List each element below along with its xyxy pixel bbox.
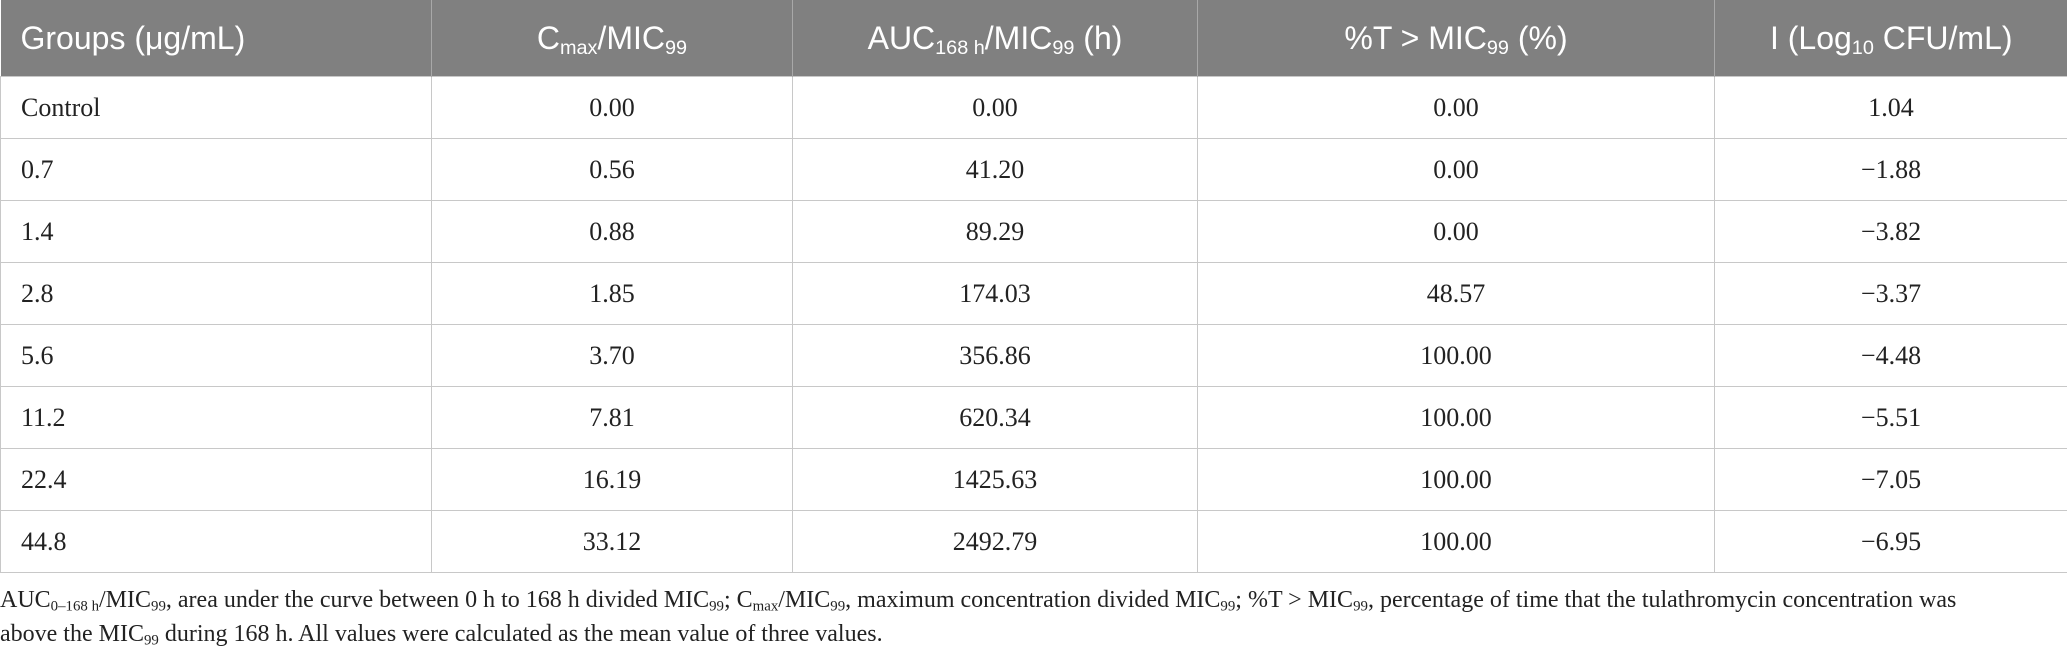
subscript: 99 xyxy=(1353,598,1368,615)
header-row: Groups (μg/mL) Cmax/MIC99 AUC168 h/MIC99 (… xyxy=(0,0,2067,77)
text-run: AUC xyxy=(867,19,936,56)
table-cell: 7.81 xyxy=(431,386,793,449)
text-run: ; %T > MIC xyxy=(1235,587,1354,613)
table-cell: −4.48 xyxy=(1714,324,2067,387)
table-cell: 89.29 xyxy=(792,200,1198,263)
table-cell: 0.00 xyxy=(1197,76,1715,139)
table-cell: 356.86 xyxy=(792,324,1198,387)
subscript: max xyxy=(560,36,598,59)
table-cell: 48.57 xyxy=(1197,262,1715,325)
table-cell: 174.03 xyxy=(792,262,1198,325)
table-cell: 2.8 xyxy=(0,262,432,325)
data-table: Groups (μg/mL) Cmax/MIC99 AUC168 h/MIC99 (… xyxy=(0,0,2067,573)
table-cell: 1425.63 xyxy=(792,448,1198,511)
table-cell: 620.34 xyxy=(792,386,1198,449)
table-cell: 1.4 xyxy=(0,200,432,263)
table-cell: −1.88 xyxy=(1714,138,2067,201)
text-run: /MIC xyxy=(778,587,831,613)
subscript: 10 xyxy=(1851,36,1874,59)
table-cell: 0.00 xyxy=(792,76,1198,139)
table-row: 2.8 1.85 174.03 48.57 −3.37 xyxy=(0,262,2067,325)
text-run: , maximum concentration divided MIC xyxy=(845,587,1221,613)
table-cell: −3.37 xyxy=(1714,262,2067,325)
table-row: 1.4 0.88 89.29 0.00 −3.82 xyxy=(0,200,2067,263)
table-cell: 1.85 xyxy=(431,262,793,325)
text-run: /MIC xyxy=(984,19,1053,56)
header-cell: %T > MIC99 (%) xyxy=(1197,0,1715,77)
text-run: /MIC xyxy=(597,19,666,56)
table-cell: 33.12 xyxy=(431,510,793,573)
table-cell: −7.05 xyxy=(1714,448,2067,511)
header-cell: Groups (μg/mL) xyxy=(0,0,432,77)
table-cell: 100.00 xyxy=(1197,510,1715,573)
table-cell: 100.00 xyxy=(1197,386,1715,449)
table-cell: 2492.79 xyxy=(792,510,1198,573)
text-run: Groups (μg/mL) xyxy=(20,19,246,56)
subscript: 0–168 h xyxy=(50,598,100,615)
table-row: Control 0.00 0.00 0.00 1.04 xyxy=(0,76,2067,139)
subscript: 99 xyxy=(709,598,724,615)
table-cell: 0.00 xyxy=(1197,138,1715,201)
subscript: 99 xyxy=(1220,598,1236,615)
table-cell: 100.00 xyxy=(1197,448,1715,511)
table-cell: −6.95 xyxy=(1714,510,2067,573)
text-run: during 168 h. All values were calculated… xyxy=(158,621,883,647)
text-run: CFU/mL) xyxy=(1873,19,2013,56)
text-run: /MIC xyxy=(99,587,152,613)
table-cell: 100.00 xyxy=(1197,324,1715,387)
text-run: , area under the curve between 0 h to 16… xyxy=(165,587,710,613)
text-run: AUC xyxy=(0,587,51,613)
text-run: , percentage of time that the tulathromy… xyxy=(0,587,1957,647)
text-run: (%) xyxy=(1508,19,1568,56)
subscript: 99 xyxy=(143,632,159,649)
table-cell: 41.20 xyxy=(792,138,1198,201)
header-cell: I (Log10 CFU/mL) xyxy=(1714,0,2067,77)
table-cell: −5.51 xyxy=(1714,386,2067,449)
table-cell: Control xyxy=(0,76,432,139)
table-cell: 0.88 xyxy=(431,200,793,263)
text-run: ; C xyxy=(723,587,753,613)
table-row: 0.7 0.56 41.20 0.00 −1.88 xyxy=(0,138,2067,201)
subscript: max xyxy=(752,598,779,615)
table-cell: 5.6 xyxy=(0,324,432,387)
table-cell: 11.2 xyxy=(0,386,432,449)
table-cell: 1.04 xyxy=(1714,76,2067,139)
table-cell: 22.4 xyxy=(0,448,432,511)
header-cell: Cmax/MIC99 xyxy=(431,0,793,77)
table-cell: 3.70 xyxy=(431,324,793,387)
subscript: 99 xyxy=(830,598,846,615)
table-cell: 16.19 xyxy=(431,448,793,511)
header-cell: AUC168 h/MIC99 (h) xyxy=(792,0,1198,77)
footnote: AUC0–168 h/MIC99, area under the curve b… xyxy=(0,583,2067,651)
table-cell: 0.56 xyxy=(431,138,793,201)
text-run: C xyxy=(536,19,561,56)
table-cell: −3.82 xyxy=(1714,200,2067,263)
table-row: 44.8 33.12 2492.79 100.00 −6.95 xyxy=(0,510,2067,573)
subscript: 99 xyxy=(1052,36,1075,59)
table-cell: 0.00 xyxy=(431,76,793,139)
text-run: %T > MIC xyxy=(1344,19,1487,56)
text-run: (h) xyxy=(1074,19,1123,56)
table-cell: 0.00 xyxy=(1197,200,1715,263)
subscript: 99 xyxy=(151,598,166,615)
table-row: 5.6 3.70 356.86 100.00 −4.48 xyxy=(0,324,2067,387)
text-run: I (Log xyxy=(1769,19,1852,56)
subscript: 99 xyxy=(665,36,688,59)
table-row: 22.4 16.19 1425.63 100.00 −7.05 xyxy=(0,448,2067,511)
table-cell: 44.8 xyxy=(0,510,432,573)
table-row: 11.2 7.81 620.34 100.00 −5.51 xyxy=(0,386,2067,449)
table-cell: 0.7 xyxy=(0,138,432,201)
subscript: 99 xyxy=(1486,36,1509,59)
subscript: 168 h xyxy=(935,36,985,59)
